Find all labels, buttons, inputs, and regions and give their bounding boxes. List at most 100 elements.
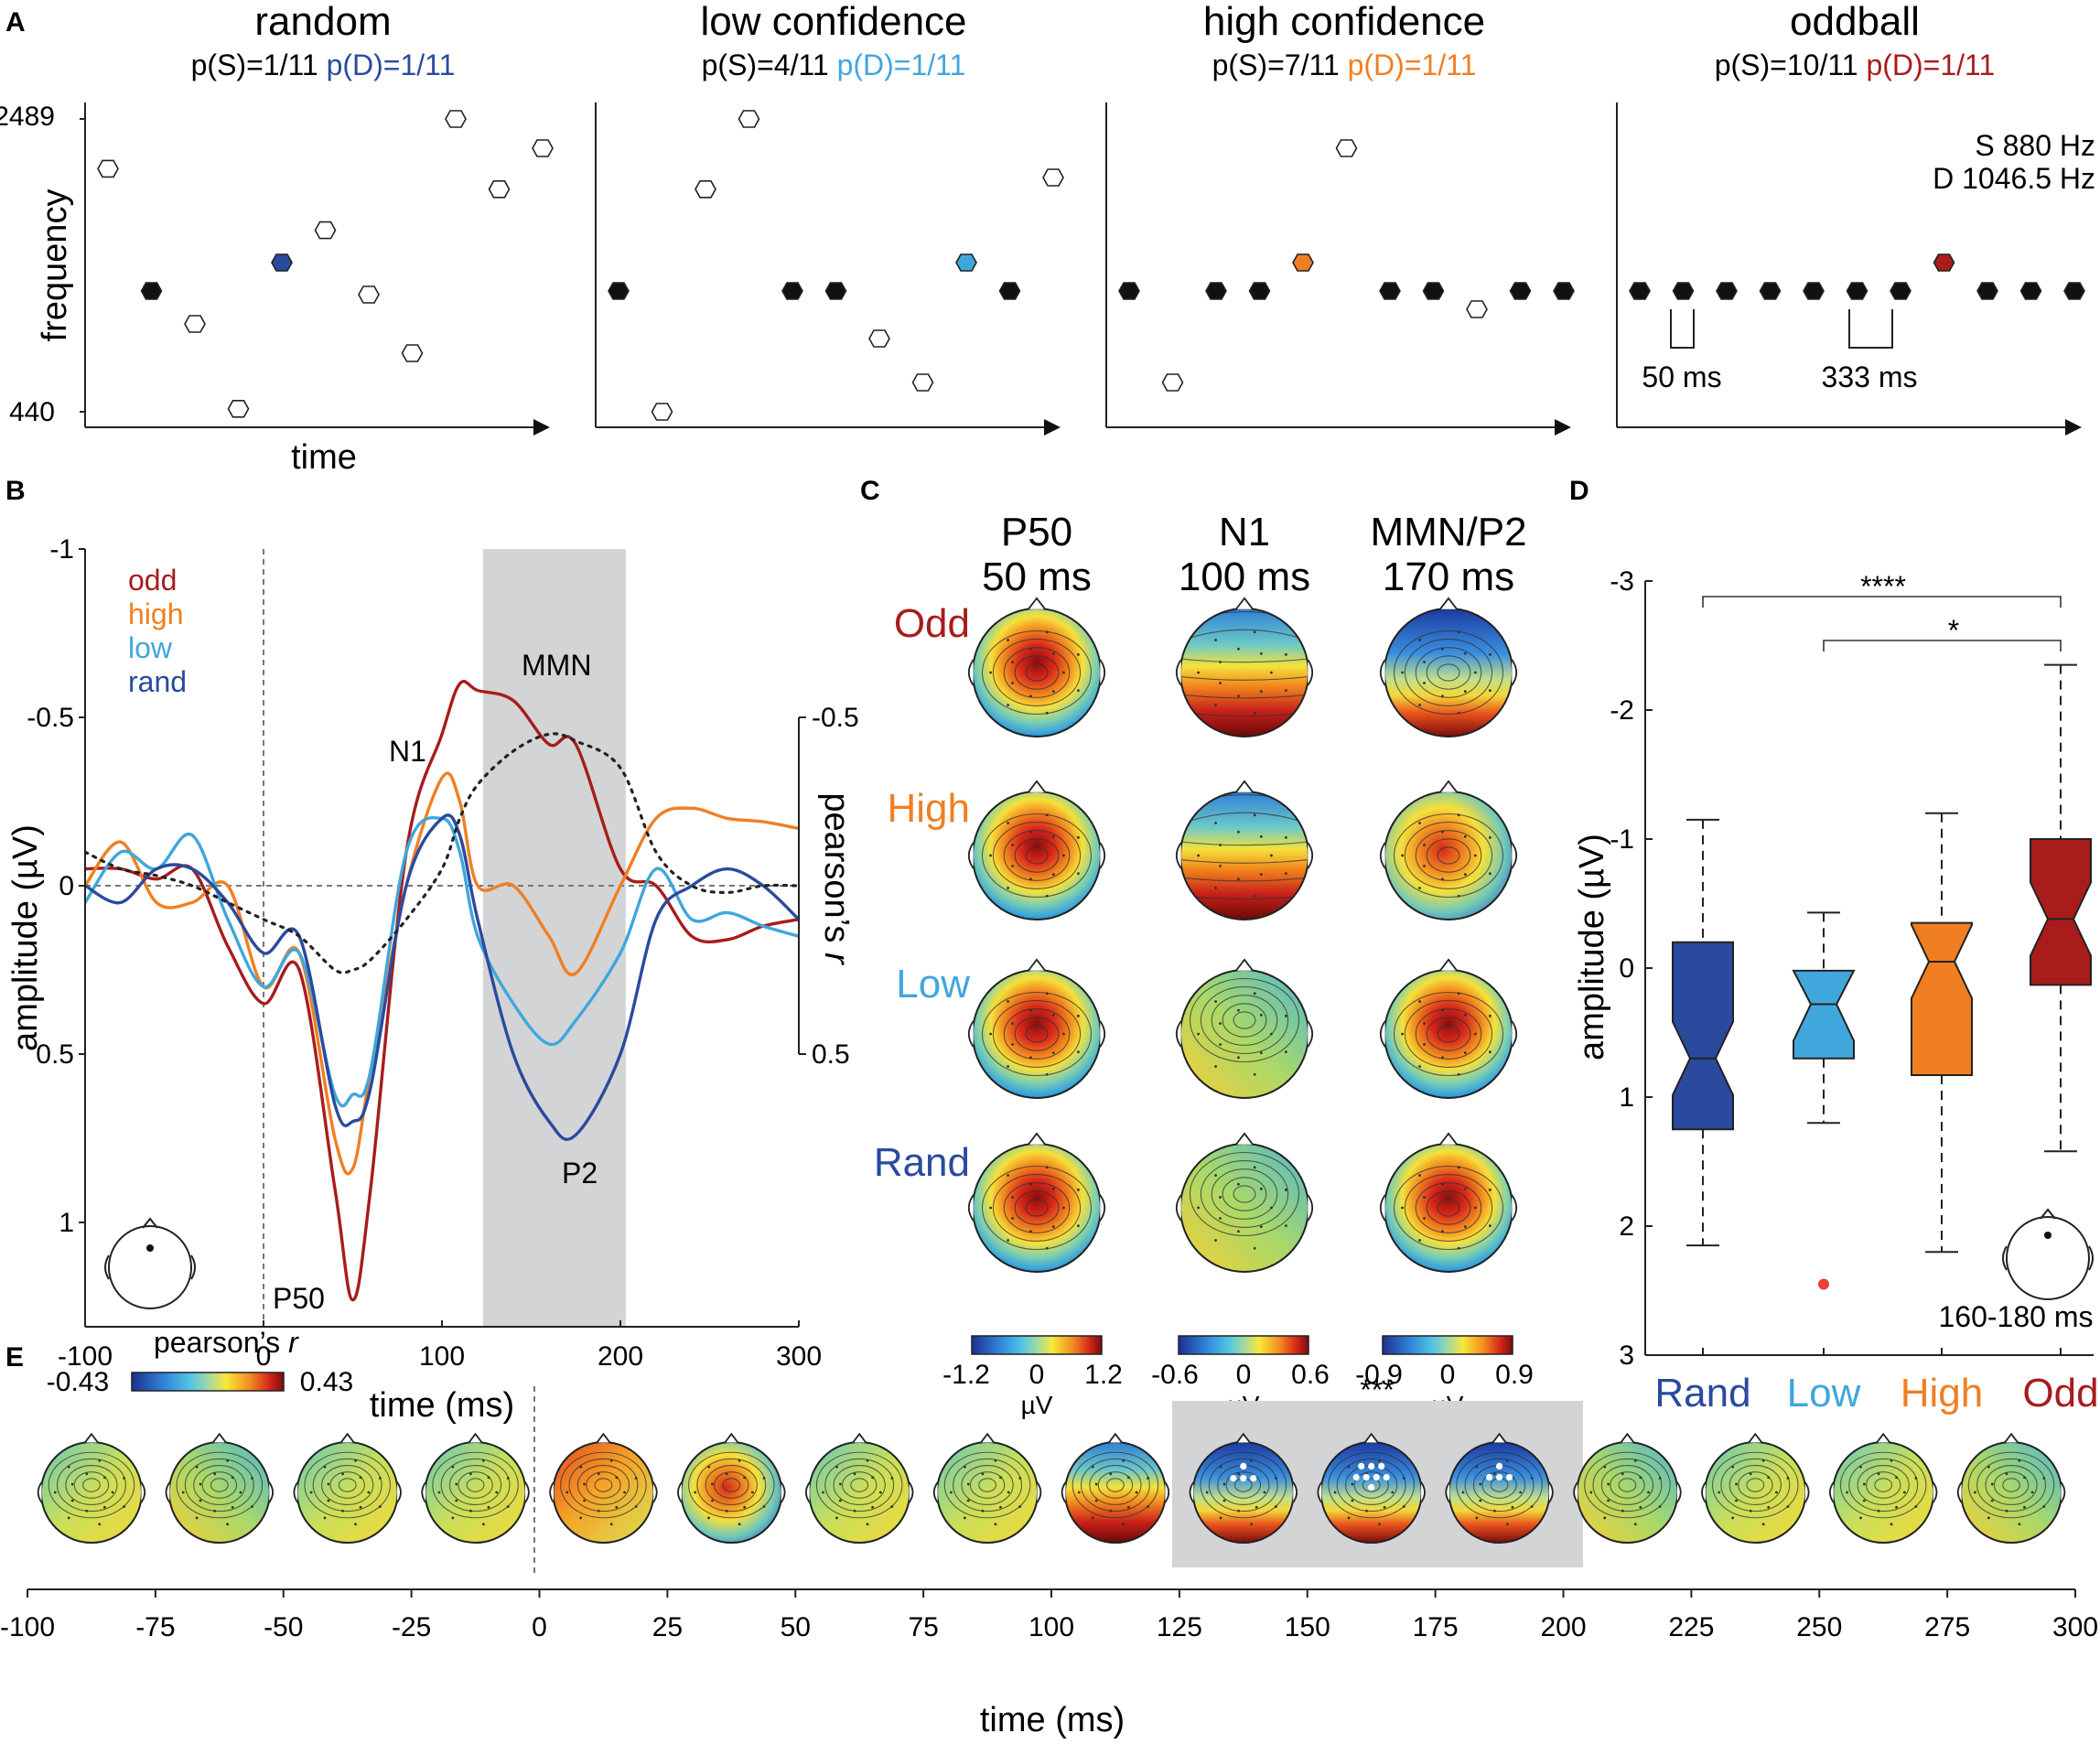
correlation-topomap: [421, 1432, 530, 1544]
random-tone: [184, 315, 206, 333]
significant-electrode: [1240, 1462, 1247, 1469]
x-tick-label: 0: [532, 1612, 547, 1642]
nose: [211, 1432, 227, 1444]
random-tone: [1466, 300, 1488, 318]
panel-a-ylabel: frequency: [36, 189, 74, 342]
correlation-topomap: [677, 1432, 786, 1544]
y-tick-label: -1: [1610, 824, 1634, 855]
topomap-odd-0: [967, 597, 1106, 737]
svg-text:-1.2: -1.2: [942, 1360, 990, 1390]
scale-max: 0.43: [300, 1367, 353, 1397]
nose: [1235, 958, 1254, 972]
significant-electrode: [1495, 1473, 1503, 1481]
random-tone: [695, 180, 716, 199]
axis-arrow: [1555, 419, 1571, 436]
x-tick-label: 275: [1924, 1612, 1970, 1642]
svg-text:0.6: 0.6: [1291, 1360, 1330, 1390]
correlation-topomap: [1061, 1432, 1170, 1544]
series-line-odd: [85, 679, 799, 1302]
significant-electrode: [1358, 1462, 1365, 1469]
ears: [1379, 842, 1518, 869]
significance-stars: ***: [1360, 1373, 1394, 1406]
nose: [1028, 597, 1046, 610]
peak-label-p2: P2: [562, 1157, 598, 1190]
svg-text:1.2: 1.2: [1084, 1360, 1123, 1390]
ears: [1175, 1020, 1314, 1048]
x-tick-label: 200: [1540, 1612, 1586, 1642]
panel-b-rlabel: pearson’s r: [817, 792, 856, 965]
correlation-topomap: [804, 1432, 914, 1544]
deviant-tone: [271, 253, 293, 272]
row-low-label: Low: [896, 962, 970, 1007]
box-low: [1792, 969, 1856, 1060]
head-icon-window: [2002, 1208, 2094, 1300]
y-tick-label: 0.5: [36, 1039, 74, 1070]
nose: [1439, 780, 1458, 793]
x-tick-label: 300: [2052, 1612, 2098, 1642]
scalp-map: [1384, 608, 1513, 737]
correlation-topomap: [549, 1432, 658, 1544]
x-tick-label: 75: [908, 1612, 938, 1642]
nose: [852, 1432, 867, 1444]
col-n1-time: 100 ms: [1179, 554, 1310, 599]
ears: [932, 1481, 1042, 1503]
standard-tone: [1509, 282, 1532, 300]
ears: [1379, 659, 1518, 686]
row-odd-label: Odd: [894, 601, 970, 646]
legend-rand: rand: [128, 665, 187, 698]
scalp-map: [1180, 1144, 1308, 1272]
panel-label-e: E: [5, 1342, 24, 1373]
standard-tone: [1379, 282, 1401, 300]
svg-text:0.9: 0.9: [1495, 1360, 1534, 1390]
significant-electrode: [1368, 1462, 1375, 1469]
panel-label-c: C: [860, 476, 880, 506]
standard-tone: [1976, 282, 1998, 300]
correlation-topomap: [1828, 1432, 1938, 1544]
y-tick-label: 0: [59, 871, 74, 901]
standard-tone: [1422, 282, 1445, 300]
random-tone: [227, 400, 250, 418]
topomap-low-1: [1175, 958, 1314, 1099]
ears: [165, 1481, 275, 1503]
condition-title: oddball: [1790, 0, 1920, 44]
y-tick-label: -1: [49, 534, 74, 565]
y-tick-label: 1: [1619, 1082, 1634, 1113]
nose: [468, 1432, 483, 1444]
ears: [1175, 659, 1314, 686]
peak-label-p50: P50: [273, 1282, 325, 1315]
correlation-topomap: [37, 1432, 146, 1544]
ears: [1701, 1481, 1810, 1503]
significant-electrode: [1495, 1462, 1503, 1469]
outlier: [1818, 1278, 1829, 1290]
ears: [37, 1481, 146, 1503]
ears: [677, 1481, 786, 1503]
legend-low: low: [128, 631, 173, 664]
ears: [1175, 842, 1314, 869]
nose: [1748, 1432, 1763, 1444]
ears: [1445, 1481, 1554, 1503]
col-p50-name: P50: [1001, 510, 1072, 554]
nose: [339, 1432, 355, 1444]
condition-title: random: [254, 0, 391, 44]
x-tick-label: 250: [1796, 1612, 1842, 1642]
random-tone: [358, 285, 380, 304]
box-odd: [2030, 838, 2092, 986]
y-tick-label: -2: [1610, 695, 1634, 726]
y-tick-label: 2: [1619, 1211, 1634, 1242]
legend-high: high: [128, 597, 184, 630]
x-tick-label: -25: [392, 1612, 431, 1642]
colorbar-r: [131, 1372, 285, 1392]
standard-tone: [1716, 282, 1738, 300]
x-tick-label: 0: [256, 1341, 272, 1372]
random-tone: [911, 373, 934, 392]
panel-e-xlabel: time (ms): [980, 1701, 1125, 1739]
random-tone: [532, 139, 554, 157]
row-high-label: High: [888, 786, 971, 831]
col-mmn-time: 170 ms: [1383, 554, 1514, 599]
significant-electrode: [1373, 1473, 1380, 1481]
correlation-topomap: [1317, 1432, 1426, 1544]
ears: [1573, 1481, 1682, 1503]
panel-e-correlation-topomaps: *** pearson’s r -0.43 0.43 -100 -75 -50 -25…: [0, 1326, 2098, 1739]
topomap-rand-1: [1175, 1132, 1314, 1273]
